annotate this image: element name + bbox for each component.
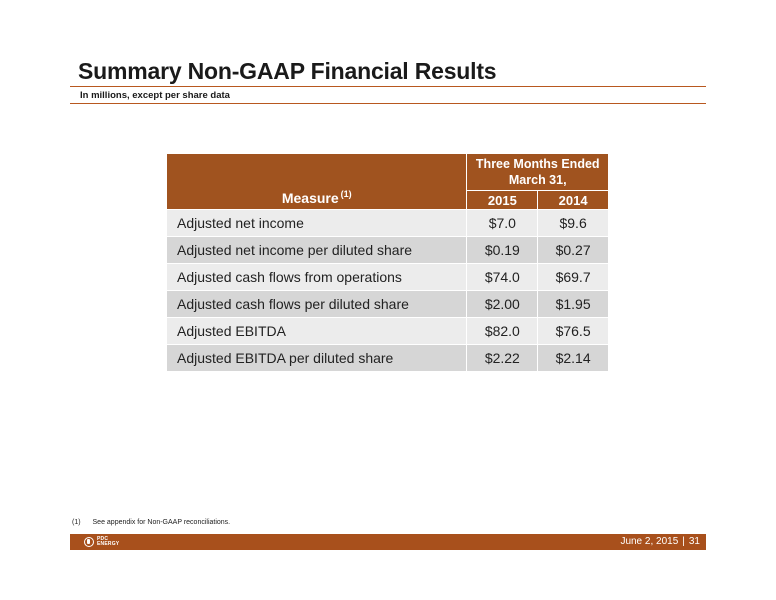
table-row: Adjusted EBITDA per diluted share $2.22 … [165,344,609,372]
value-2014: $0.27 [537,236,609,264]
table-row: Adjusted net income $7.0 $9.6 [165,209,609,237]
table-row: Adjusted net income per diluted share $0… [165,236,609,264]
value-2015: $2.22 [466,344,539,372]
period-header-line2: March 31, [508,173,567,187]
footer-separator: | [682,536,685,547]
year-header-row: 2015 2014 [167,190,609,210]
value-2014: $2.14 [537,344,609,372]
footnote: (1) See appendix for Non-GAAP reconcilia… [72,519,230,526]
value-2015: $2.00 [466,290,539,318]
measure-header-label: Measure [281,190,339,206]
period-group-header: Three Months Ended March 31, [466,153,609,191]
page-subtitle: In millions, except per share data [80,90,230,101]
value-2014: $9.6 [537,209,609,237]
table-row: Adjusted cash flows per diluted share $2… [165,290,609,318]
value-2015: $74.0 [466,263,539,291]
row-label: Adjusted EBITDA per diluted share [165,344,468,372]
logo-wordmark: PDC ENERGY [97,537,119,547]
value-2014: $1.95 [537,290,609,318]
row-label: Adjusted net income per diluted share [165,236,468,264]
value-2014: $76.5 [537,317,609,345]
table-row: Adjusted EBITDA $82.0 $76.5 [165,317,609,345]
value-2015: $82.0 [466,317,539,345]
table-row: Adjusted cash flows from operations $74.… [165,263,609,291]
logo-line2: ENERGY [97,541,120,547]
year-header-2014: 2014 [537,190,609,210]
value-2015: $0.19 [466,236,539,264]
company-logo: PDC ENERGY [84,536,119,548]
footer-info: June 2, 2015 | 31 [620,535,700,549]
year-header-2015: 2015 [466,190,539,210]
row-label: Adjusted net income [165,209,468,237]
page-number: 31 [688,536,700,547]
footer-bar: PDC ENERGY June 2, 2015 | 31 [70,534,706,550]
value-2014: $69.7 [537,263,609,291]
row-label: Adjusted EBITDA [165,317,468,345]
row-label: Adjusted cash flows per diluted share [165,290,468,318]
page-title: Summary Non-GAAP Financial Results [78,58,497,84]
flame-logo-icon [84,537,94,547]
footnote-number: (1) [72,519,81,526]
measure-footnote-marker: (1) [340,189,352,199]
value-2015: $7.0 [466,209,539,237]
footer-date: June 2, 2015 [620,536,679,547]
measure-header: Measure (1) [165,153,468,210]
footnote-text: See appendix for Non-GAAP reconciliation… [92,519,231,526]
logo-line1: PDC [97,536,109,542]
title-divider-bottom [70,103,706,104]
table-header-row: Measure (1) Three Months Ended March 31, [165,153,609,210]
results-table: Measure (1) Three Months Ended March 31, … [165,153,609,372]
title-divider-top [70,86,706,87]
period-header-line1: Three Months Ended [475,157,600,171]
row-label: Adjusted cash flows from operations [165,263,468,291]
